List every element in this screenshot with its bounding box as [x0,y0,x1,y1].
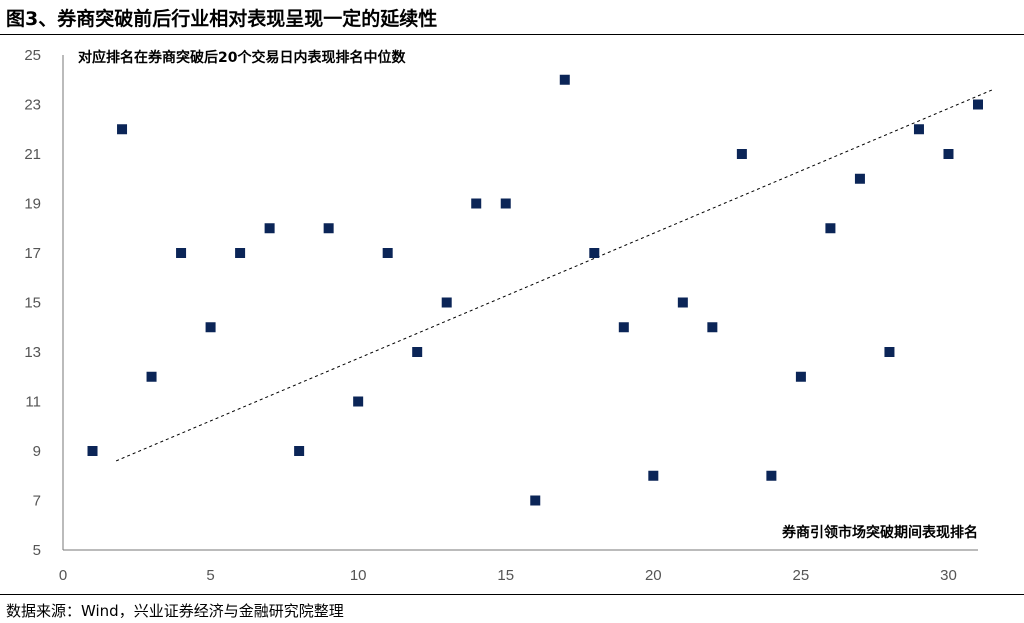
y-tick-label: 5 [33,542,41,559]
data-point [441,297,452,308]
data-point [382,248,393,258]
data-point [913,124,924,135]
data-point [648,470,659,481]
data-point [87,446,98,456]
source-note: 数据来源：Wind，兴业证券经济与金融研究院整理 [6,602,344,620]
y-tick-label: 13 [24,344,41,361]
trendline-group [115,89,993,462]
bottom-divider [0,594,1024,595]
data-points [87,74,983,506]
data-point [353,396,364,407]
tick-labels: 5 7 9 11 13 15 17 19 21 23 25 0 5 10 15 20 25 30 [24,47,957,584]
data-point [736,149,747,159]
x-tick-label: 20 [645,567,662,584]
scatter-chart: 5 7 9 11 13 15 17 19 21 23 25 0 5 10 15 20 25 30 对应排名在券商突… [24,47,993,584]
x-tick-label: 25 [793,567,810,584]
y-tick-label: 19 [24,196,41,213]
x-tick-label: 10 [350,567,367,584]
data-point [766,470,777,481]
data-point [323,223,334,234]
y-tick-label: 15 [24,295,41,312]
y-tick-label: 25 [24,47,41,64]
data-point [825,223,836,234]
data-point [795,371,806,382]
x-tick-label: 0 [59,567,67,584]
data-point [854,173,865,184]
data-point [589,248,600,258]
figure-title: 图3、券商突破前后行业相对表现呈现一定的延续性 [6,8,438,30]
y-tick-label: 21 [24,146,41,163]
data-point [117,124,128,135]
x-tick-label: 5 [206,567,214,584]
top-divider [0,34,1024,35]
y-tick-label: 11 [25,394,41,411]
data-point [530,495,541,506]
chart-axes [62,55,978,551]
data-point [471,198,482,209]
y-annotation: 对应排名在券商突破后20个交易日内表现排名中位数 [78,49,406,66]
data-point [559,74,570,85]
y-tick-label: 9 [33,443,41,460]
data-point [618,322,629,333]
data-point [707,322,718,333]
data-point [205,322,216,333]
data-point [146,371,157,382]
y-tick-label: 7 [33,493,41,510]
y-tick-label: 17 [24,245,41,262]
data-point [884,347,895,357]
trendline [115,89,993,462]
x-tick-label: 15 [497,567,514,584]
data-point [973,99,983,110]
x-annotation: 券商引领市场突破期间表现排名 [782,524,978,541]
data-point [235,248,246,258]
data-point [677,297,688,308]
data-point [264,223,275,234]
data-point [412,347,423,357]
data-point [500,198,511,209]
data-point [176,248,187,258]
data-point [294,446,305,456]
x-tick-label: 30 [940,567,957,584]
data-point [943,149,954,159]
y-tick-label: 23 [24,97,41,114]
